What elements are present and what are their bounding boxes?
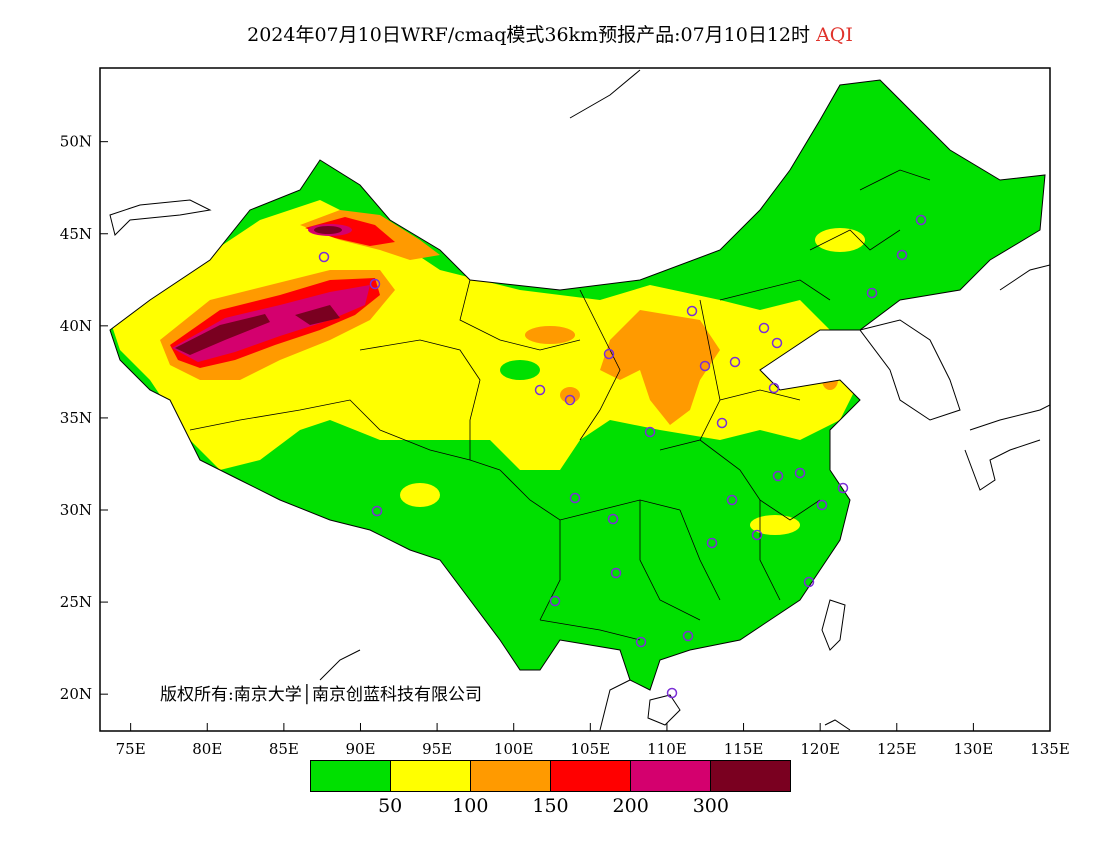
- map-body: [109, 69, 1050, 731]
- copyright-notice: 版权所有:南京大学│南京创蓝科技有限公司: [160, 685, 482, 705]
- station-marker: [635, 636, 647, 648]
- lon-tick-label: 90E: [345, 740, 375, 758]
- station-marker: [666, 687, 678, 699]
- station-marker: [371, 505, 383, 517]
- station-markers: [318, 214, 927, 699]
- legend-label: 150: [532, 795, 569, 817]
- station-marker: [794, 467, 806, 479]
- station-marker: [607, 513, 619, 525]
- station-marker: [726, 494, 738, 506]
- station-marker: [682, 630, 694, 642]
- station-marker: [706, 537, 718, 549]
- legend-label: 300: [692, 795, 729, 817]
- lon-tick-label: 85E: [269, 740, 299, 758]
- legend-swatch: [550, 761, 630, 791]
- lat-tick-label: 45N: [60, 225, 92, 243]
- station-marker: [318, 251, 330, 263]
- lon-tick-label: 80E: [192, 740, 222, 758]
- legend-swatch: [630, 761, 710, 791]
- lat-tick-label: 25N: [60, 593, 92, 611]
- station-marker: [896, 249, 908, 261]
- title-main: 2024年07月10日WRF/cmaq模式36km预报产品:07月10日12时: [247, 24, 811, 46]
- station-marker: [699, 360, 711, 372]
- station-marker: [866, 287, 878, 299]
- station-marker: [534, 384, 546, 396]
- lon-tick-label: 100E: [494, 740, 534, 758]
- lon-tick-label: 105E: [571, 740, 611, 758]
- coastlines: [109, 69, 1050, 731]
- aqi-field-hazardous: [175, 314, 270, 355]
- aqi-field-usg: [600, 310, 720, 425]
- station-marker: [772, 470, 784, 482]
- station-marker: [803, 576, 815, 588]
- lon-tick-label: 115E: [724, 740, 764, 758]
- lon-tick-label: 125E: [877, 740, 917, 758]
- station-marker: [549, 595, 561, 607]
- aqi-field-very-unhealthy: [172, 285, 370, 362]
- color-legend: [310, 760, 791, 792]
- title-variable: AQI: [816, 24, 853, 46]
- longitude-axis: 75E 80E 85E 90E 95E 100E 105E 110E 115E 120E 125E 1…: [116, 723, 1070, 758]
- station-marker: [603, 348, 615, 360]
- legend-swatch: [470, 761, 550, 791]
- latitude-axis: 50N 45N 40N 35N 30N 25N 20N: [60, 133, 108, 703]
- legend-label: 200: [612, 795, 649, 817]
- station-marker: [816, 499, 828, 511]
- legend-swatch: [710, 761, 790, 791]
- lat-tick-label: 30N: [60, 501, 92, 519]
- legend-label: 50: [378, 795, 403, 817]
- station-marker: [610, 567, 622, 579]
- lon-tick-label: 120E: [800, 740, 840, 758]
- station-marker: [644, 426, 656, 438]
- station-marker: [768, 382, 780, 394]
- lon-tick-label: 135E: [1030, 740, 1070, 758]
- station-marker: [915, 214, 927, 226]
- map-frame: [99, 67, 1051, 732]
- lon-tick-label: 110E: [647, 740, 687, 758]
- map-title: 2024年07月10日WRF/cmaq模式36km预报产品:07月10日12时 …: [0, 20, 1100, 47]
- province-borders: [189, 169, 931, 641]
- station-marker: [716, 417, 728, 429]
- station-marker: [564, 394, 576, 406]
- station-marker: [758, 322, 770, 334]
- lat-tick-label: 40N: [60, 317, 92, 335]
- lon-tick-label: 130E: [954, 740, 994, 758]
- lat-tick-label: 50N: [60, 133, 92, 151]
- station-marker: [686, 305, 698, 317]
- station-marker: [729, 356, 741, 368]
- station-marker: [751, 529, 763, 541]
- station-marker: [771, 337, 783, 349]
- legend-label: 100: [452, 795, 489, 817]
- legend-swatch: [311, 761, 390, 791]
- legend-swatch: [390, 761, 470, 791]
- station-marker: [369, 278, 381, 290]
- station-marker: [837, 482, 849, 494]
- lat-tick-label: 35N: [60, 409, 92, 427]
- station-marker: [569, 492, 581, 504]
- lat-tick-label: 20N: [60, 685, 92, 703]
- lon-tick-label: 75E: [116, 740, 146, 758]
- lon-tick-label: 95E: [422, 740, 452, 758]
